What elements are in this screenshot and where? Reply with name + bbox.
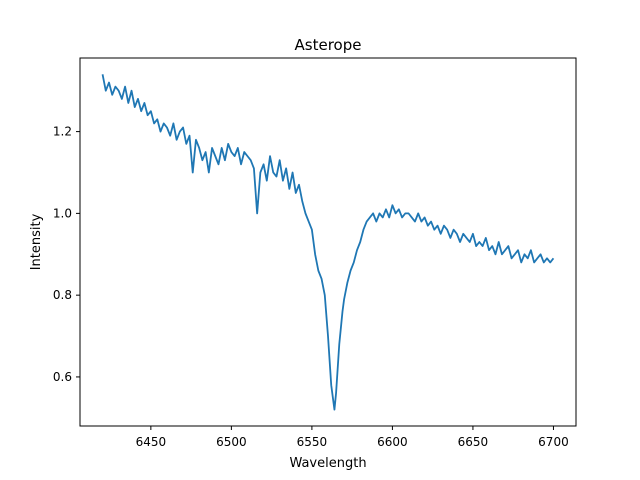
x-tick-label: 6650 [458, 435, 489, 449]
x-tick-label: 6700 [538, 435, 569, 449]
axes-frame [79, 57, 577, 427]
x-axis-ticks: 6450 6500 6550 6600 6650 6700 [136, 426, 569, 449]
x-tick-label: 6500 [216, 435, 247, 449]
y-axis-ticks: 0.6 0.8 1.0 1.2 [53, 125, 80, 384]
y-axis-label: Intensity [29, 213, 44, 270]
x-axis-label: Wavelength [289, 456, 366, 471]
y-tick-label: 1.2 [53, 125, 72, 139]
x-tick-label: 6550 [297, 435, 328, 449]
spectrum-line [101, 74, 555, 411]
y-tick-label: 0.8 [53, 288, 72, 302]
x-tick-label: 6450 [136, 435, 167, 449]
plot-area [79, 57, 577, 427]
x-tick-label: 6600 [377, 435, 408, 449]
y-tick-label: 0.6 [53, 370, 72, 384]
y-tick-label: 1.0 [53, 206, 72, 220]
chart-title: Asterope [295, 36, 362, 54]
